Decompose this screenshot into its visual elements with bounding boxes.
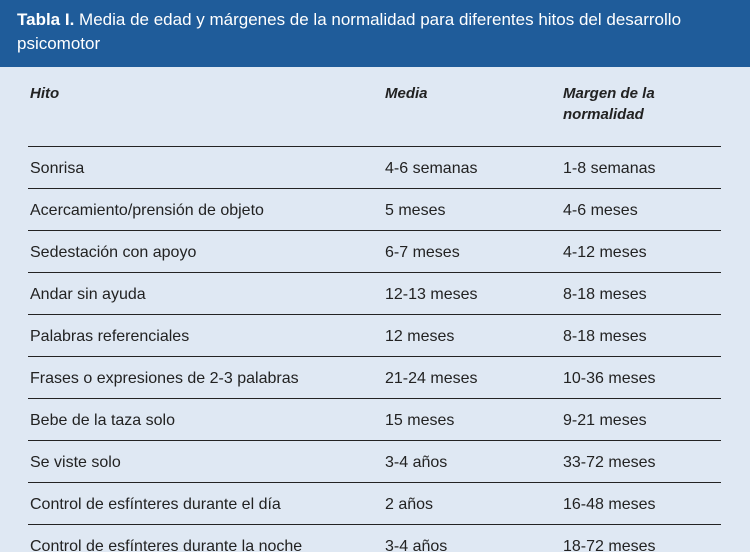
cell-hito: Sedestación con apoyo [30, 244, 197, 261]
cell-media: 4-6 semanas [385, 160, 478, 177]
table-row: Sedestación con apoyo 6-7 meses 4-12 meses [28, 231, 721, 273]
table-title-bar: Tabla I. Media de edad y márgenes de la … [0, 0, 750, 67]
table-row: Se viste solo 3-4 años 33-72 meses [28, 441, 721, 483]
cell-media: 3-4 años [385, 454, 448, 471]
table-row: Acercamiento/prensión de objeto 5 meses 4-… [28, 189, 721, 231]
cell-hito: Se viste solo [30, 454, 121, 471]
cell-hito: Sonrisa [30, 160, 85, 177]
cell-hito: Acercamiento/prensión de objeto [30, 202, 264, 219]
table-row: Control de esfínteres durante el día 2 añ… [28, 483, 721, 525]
cell-media: 12 meses [385, 328, 455, 345]
cell-margen: 16-48 meses [563, 496, 656, 513]
table-title-label: Tabla I. [17, 10, 75, 29]
cell-hito: Bebe de la taza solo [30, 412, 175, 429]
cell-margen: 18-72 meses [563, 538, 656, 552]
table-row: Control de esfínteres durante la noche 3-… [28, 525, 721, 552]
cell-media: 21-24 meses [385, 370, 478, 387]
cell-media: 15 meses [385, 412, 455, 429]
cell-media: 6-7 meses [385, 244, 460, 261]
cell-hito: Control de esfínteres durante el día [30, 496, 281, 513]
cell-margen: 4-6 meses [563, 202, 638, 219]
cell-hito: Control de esfínteres durante la noche [30, 538, 303, 552]
cell-hito: Frases o expresiones de 2-3 palabras [30, 370, 299, 387]
cell-margen: 1-8 semanas [563, 160, 656, 177]
cell-margen: 10-36 meses [563, 370, 656, 387]
cell-margen: 33-72 meses [563, 454, 656, 471]
column-header-media: Media [385, 85, 428, 102]
cell-margen: 8-18 meses [563, 328, 647, 345]
cell-margen: 4-12 meses [563, 244, 647, 261]
cell-hito: Palabras referenciales [30, 328, 190, 345]
table-row: Sonrisa 4-6 semanas 1-8 semanas [28, 147, 721, 189]
table-header-row: Hito Media Margen de la normalidad [28, 83, 721, 147]
table-row: Frases o expresiones de 2-3 palabras 21-2… [28, 357, 721, 399]
table-row: Palabras referenciales 12 meses 8-18 meses [28, 315, 721, 357]
cell-hito: Andar sin ayuda [30, 286, 146, 303]
cell-margen: 8-18 meses [563, 286, 647, 303]
column-header-margen-text: Margen de la normalidad [563, 85, 655, 123]
cell-media: 12-13 meses [385, 286, 478, 303]
cell-media: 5 meses [385, 202, 446, 219]
table-title-text: Media de edad y márgenes de la normalida… [17, 10, 682, 53]
cell-margen: 9-21 meses [563, 412, 647, 429]
column-header-margen: Margen de la normalidad [563, 83, 683, 125]
cell-media: 2 años [385, 496, 434, 513]
table-row: Bebe de la taza solo 15 meses 9-21 meses [28, 399, 721, 441]
table-row: Andar sin ayuda 12-13 meses 8-18 meses [28, 273, 721, 315]
column-header-hito: Hito [30, 85, 60, 102]
cell-media: 3-4 años [385, 538, 448, 552]
